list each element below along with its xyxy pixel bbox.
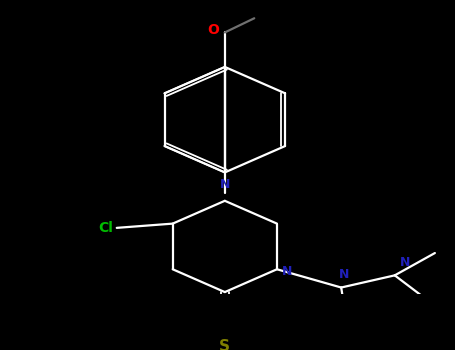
- Text: N: N: [400, 256, 410, 269]
- Text: Cl: Cl: [98, 221, 113, 235]
- Text: O: O: [207, 23, 219, 37]
- Text: N: N: [339, 268, 349, 281]
- Text: N: N: [283, 265, 293, 278]
- Text: S: S: [219, 339, 230, 350]
- Text: N: N: [220, 178, 230, 191]
